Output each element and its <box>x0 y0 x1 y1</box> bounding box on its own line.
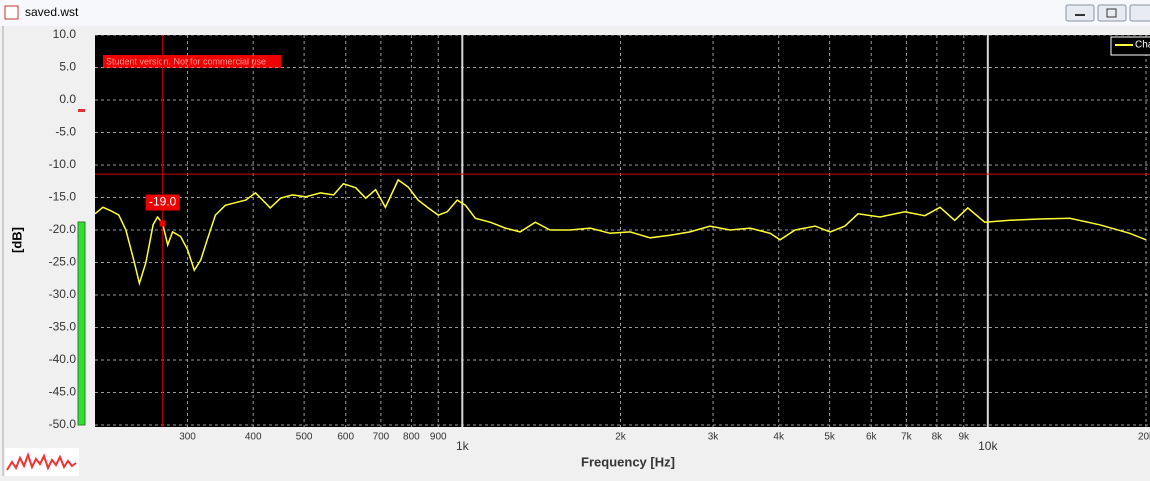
x-tick-label: 4k <box>773 432 785 443</box>
y-tick-label: -50.0 <box>49 417 77 431</box>
app-icon <box>4 5 19 20</box>
x-tick-label: 1k <box>456 439 470 453</box>
close-button[interactable] <box>1129 4 1150 22</box>
logo <box>5 448 79 476</box>
y-tick-label: -40.0 <box>49 352 77 366</box>
minimize-button[interactable] <box>1065 4 1095 22</box>
x-tick-label: 900 <box>430 432 447 443</box>
x-tick-label: 500 <box>296 432 313 443</box>
x-tick-label: 9k <box>958 432 970 443</box>
y-tick-label: -30.0 <box>49 287 77 301</box>
cursor-point <box>159 220 166 227</box>
x-tick-label: 3k <box>708 432 720 443</box>
y-tick-label: 10.0 <box>53 27 77 41</box>
x-tick-label: 600 <box>337 432 354 443</box>
x-tick-label: 300 <box>179 432 196 443</box>
legend-label: Cha <box>1135 40 1150 51</box>
x-tick-label: 400 <box>245 432 262 443</box>
x-tick-label: 20k <box>1138 432 1150 443</box>
window-title: saved.wst <box>25 5 79 19</box>
y-tick-label: -25.0 <box>49 255 77 269</box>
level-peak <box>78 109 85 112</box>
x-tick-label: 6k <box>866 432 878 443</box>
x-tick-label: 800 <box>403 432 420 443</box>
y-tick-label: 5.0 <box>59 60 76 74</box>
y-tick-label: -45.0 <box>49 385 77 399</box>
x-tick-label: 10k <box>978 439 998 453</box>
y-tick-label: -35.0 <box>49 320 77 334</box>
plot-area <box>95 35 1150 427</box>
x-axis-label: Frequency [Hz] <box>581 454 675 469</box>
level-meter <box>77 221 86 426</box>
x-tick-label: 2k <box>615 432 627 443</box>
cursor-label-box <box>145 194 180 211</box>
line-series <box>95 178 1147 287</box>
y-axis-label: [dB] <box>9 227 24 253</box>
watermark: Student version. Not for commercial use <box>106 56 266 66</box>
watermark-box <box>103 55 281 68</box>
x-tick-label: 5k <box>824 432 836 443</box>
x-tick-label: 700 <box>373 432 390 443</box>
x-tick-label: 7k <box>901 432 913 443</box>
title-bar <box>0 0 1150 26</box>
y-tick-label: 0.0 <box>59 92 76 106</box>
y-tick-label: -10.0 <box>49 157 77 171</box>
y-tick-label: -5.0 <box>55 125 76 139</box>
y-tick-label: -15.0 <box>49 190 77 204</box>
cursor-label: -19.0 <box>149 195 177 209</box>
x-tick-label: 8k <box>932 432 944 443</box>
maximize-button[interactable] <box>1097 4 1127 22</box>
y-tick-label: -20.0 <box>49 222 77 236</box>
